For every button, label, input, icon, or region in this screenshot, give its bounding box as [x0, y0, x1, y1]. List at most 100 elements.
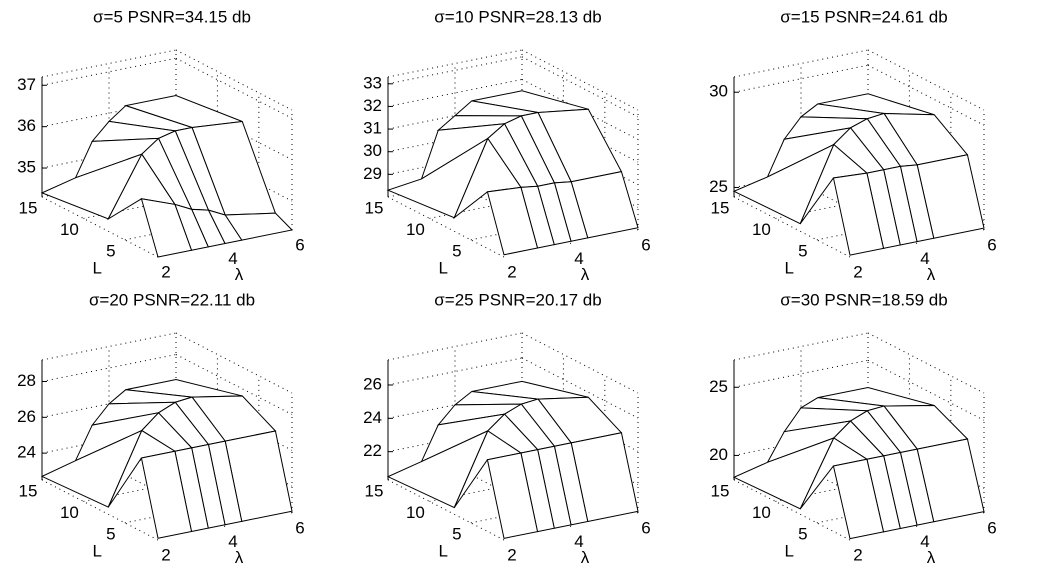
grid-line [387, 196, 505, 258]
x-tick-label: 2 [161, 545, 170, 564]
surface-patch [486, 186, 539, 256]
y-tick-label: 15 [711, 481, 730, 500]
box-edge [521, 49, 639, 111]
y-axis-label: L [785, 258, 794, 277]
y-tick-label: 5 [452, 524, 461, 543]
x-tick-label: 4 [574, 532, 583, 551]
x-tick-label: 4 [228, 532, 237, 551]
x-tick-label: 6 [641, 235, 650, 254]
grid-line [41, 57, 177, 86]
chart-title: σ=5 PSNR=34.15 db [93, 7, 251, 26]
y-axis-label: L [439, 258, 448, 277]
y-tick-label: 15 [19, 481, 38, 500]
x-tick-label: 2 [507, 262, 516, 281]
surface-patch [140, 198, 193, 258]
y-tick-label: 10 [60, 220, 79, 239]
surface-patch [486, 452, 539, 539]
y-tick-label: 5 [452, 241, 461, 260]
x-axis-label: λ [581, 265, 590, 284]
grid-line [733, 196, 851, 258]
x-tick-label: 2 [853, 262, 862, 281]
z-tick-label: 37 [17, 75, 36, 94]
x-tick-label: 6 [295, 235, 304, 254]
y-tick-label: 10 [406, 220, 425, 239]
grid-line [867, 359, 985, 421]
grid-line [521, 357, 639, 419]
chart-title: σ=20 PSNR=22.11 db [89, 290, 255, 309]
z-tick-label: 26 [17, 407, 36, 426]
y-tick-label: 5 [798, 241, 807, 260]
y-tick-label: 15 [365, 481, 384, 500]
x-tick-label: 4 [920, 249, 929, 268]
y-tick-label: 15 [711, 198, 730, 217]
chart-title: σ=30 PSNR=18.59 db [780, 290, 947, 309]
grid-line [733, 479, 851, 541]
grid-line [387, 479, 505, 541]
x-tick-label: 2 [853, 545, 862, 564]
x-axis-label: λ [235, 265, 244, 284]
grid-line [41, 354, 177, 382]
x-tick-label: 6 [987, 518, 996, 537]
y-tick-label: 10 [752, 220, 771, 239]
chart-title: σ=15 PSNR=24.61 db [780, 7, 947, 26]
z-tick-label: 36 [17, 116, 36, 135]
y-tick-label: 10 [406, 503, 425, 522]
grid-line [41, 196, 159, 258]
x-axis-label: λ [927, 265, 936, 284]
surface-patch [832, 172, 885, 256]
z-tick-label: 26 [363, 374, 382, 393]
chart-title: σ=25 PSNR=20.17 db [434, 290, 601, 309]
x-tick-label: 2 [507, 545, 516, 564]
x-tick-label: 6 [641, 518, 650, 537]
box-edge [521, 332, 639, 394]
z-tick-label: 30 [709, 82, 728, 101]
x-tick-label: 6 [295, 518, 304, 537]
y-tick-label: 5 [106, 524, 115, 543]
y-tick-label: 5 [798, 524, 807, 543]
x-axis-label: λ [927, 548, 936, 567]
y-tick-label: 15 [365, 198, 384, 217]
x-tick-label: 6 [987, 235, 996, 254]
z-tick-label: 24 [17, 443, 36, 462]
grid-line [41, 479, 159, 541]
chart-title: σ=10 PSNR=28.13 db [434, 7, 601, 26]
box-edge [867, 49, 985, 111]
box-edge [175, 49, 293, 111]
x-axis-label: λ [581, 548, 590, 567]
grid-line [175, 354, 293, 415]
z-tick-label: 33 [363, 73, 382, 92]
x-tick-label: 4 [228, 249, 237, 268]
y-tick-label: 10 [60, 503, 79, 522]
z-tick-label: 24 [363, 408, 382, 427]
surface-patch [140, 450, 193, 539]
grid-line [521, 56, 639, 118]
z-tick-label: 28 [17, 371, 36, 390]
x-tick-label: 4 [574, 249, 583, 268]
z-tick-label: 35 [17, 158, 36, 177]
z-tick-label: 29 [363, 164, 382, 183]
z-tick-label: 30 [363, 141, 382, 160]
z-tick-label: 31 [363, 119, 382, 138]
box-edge [175, 332, 293, 394]
y-axis-label: L [93, 258, 102, 277]
box-edge [867, 332, 985, 394]
grid-line [175, 57, 293, 119]
x-axis-label: λ [235, 548, 244, 567]
y-tick-label: 15 [19, 198, 38, 217]
y-tick-label: 10 [752, 503, 771, 522]
z-tick-label: 25 [709, 177, 728, 196]
z-tick-label: 20 [709, 445, 728, 464]
grid-line [733, 359, 869, 388]
z-tick-label: 25 [709, 377, 728, 396]
surface-patch [832, 458, 885, 540]
y-axis-label: L [785, 541, 794, 560]
y-tick-label: 5 [106, 241, 115, 260]
y-axis-label: L [93, 541, 102, 560]
grid-line [867, 64, 985, 126]
grid-line [387, 56, 523, 85]
z-tick-label: 22 [363, 441, 382, 460]
y-axis-label: L [439, 541, 448, 560]
z-tick-label: 32 [363, 96, 382, 115]
x-tick-label: 4 [920, 532, 929, 551]
